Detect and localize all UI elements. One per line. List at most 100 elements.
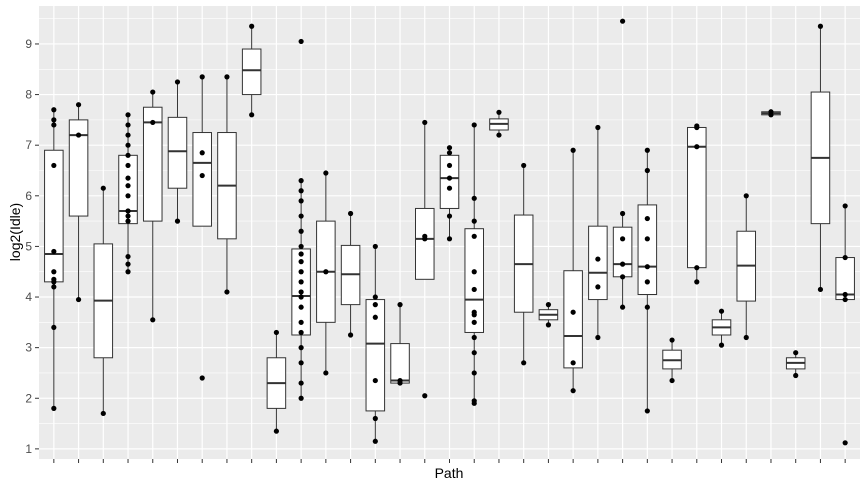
data-point — [595, 124, 601, 131]
data-point — [669, 377, 675, 384]
box-group — [612, 18, 633, 310]
data-point — [471, 269, 477, 275]
data-point — [471, 370, 477, 376]
data-point — [842, 440, 848, 446]
box-group — [785, 350, 806, 379]
data-point — [125, 208, 131, 214]
data-point — [125, 112, 131, 118]
data-point — [51, 117, 57, 123]
data-point — [817, 286, 824, 293]
data-point — [51, 405, 57, 411]
data-point — [620, 236, 626, 242]
data-point — [323, 170, 329, 176]
data-point — [446, 162, 453, 169]
data-point — [150, 119, 156, 126]
data-point — [125, 152, 131, 158]
box-group — [266, 329, 287, 434]
data-point — [620, 18, 626, 24]
box-rect — [167, 116, 188, 189]
data-point — [125, 175, 131, 181]
box-rect — [68, 119, 89, 217]
data-point — [150, 317, 156, 323]
data-point — [694, 265, 700, 271]
box-group — [761, 109, 781, 118]
data-point — [273, 428, 279, 434]
data-point — [298, 213, 304, 219]
box-group — [414, 119, 435, 399]
data-point — [372, 314, 378, 320]
data-point — [323, 269, 329, 275]
data-point — [347, 332, 354, 338]
box-group — [217, 74, 237, 295]
data-point — [75, 102, 82, 108]
y-tick-label: 3 — [25, 341, 32, 355]
data-point — [496, 109, 502, 115]
data-point — [199, 150, 205, 156]
data-point — [224, 74, 230, 80]
data-point — [446, 150, 453, 156]
data-point — [595, 334, 601, 341]
data-point — [298, 294, 304, 300]
data-point — [298, 345, 304, 351]
box-rect — [142, 106, 163, 222]
data-point — [125, 132, 131, 138]
data-point — [51, 269, 57, 275]
data-point — [644, 215, 650, 222]
data-point — [174, 79, 181, 85]
data-point — [224, 289, 230, 295]
data-point — [471, 233, 477, 239]
data-point — [372, 415, 378, 422]
data-point — [446, 185, 453, 191]
y-tick-label: 2 — [25, 391, 32, 405]
data-point — [298, 319, 304, 325]
data-point — [471, 350, 477, 356]
data-point — [842, 203, 848, 209]
box-group — [44, 107, 64, 411]
data-point — [249, 112, 255, 118]
data-point — [521, 360, 527, 366]
box-rect — [390, 343, 410, 384]
data-point — [471, 195, 477, 201]
data-point — [51, 107, 57, 113]
data-point — [793, 350, 799, 356]
data-point — [75, 132, 82, 138]
data-point — [51, 162, 57, 169]
data-point — [471, 309, 477, 315]
box-rect — [637, 204, 658, 296]
data-point — [793, 372, 799, 379]
data-point — [323, 370, 329, 376]
box-group — [192, 74, 212, 381]
data-point — [372, 302, 378, 308]
data-point — [298, 360, 304, 366]
data-point — [694, 279, 700, 285]
data-point — [298, 395, 304, 401]
data-point — [51, 248, 57, 255]
data-point — [644, 147, 650, 153]
data-point — [570, 388, 576, 394]
data-point — [471, 334, 477, 341]
data-point — [51, 276, 57, 282]
data-point — [298, 380, 304, 386]
box-group — [464, 122, 485, 406]
data-point — [718, 308, 725, 314]
data-point — [842, 291, 848, 298]
box-group — [513, 162, 534, 366]
boxes-layer — [44, 18, 855, 446]
data-point — [372, 294, 378, 300]
data-point — [298, 228, 304, 234]
data-point — [298, 38, 304, 45]
box-group — [390, 302, 410, 386]
box-group — [241, 23, 262, 118]
y-tick-label: 6 — [25, 189, 32, 203]
data-point — [75, 296, 82, 303]
data-point — [125, 142, 131, 148]
box-group — [835, 203, 855, 446]
data-point — [125, 183, 131, 189]
box-group — [142, 89, 163, 323]
data-point — [298, 188, 304, 194]
data-point — [273, 329, 279, 336]
data-point — [446, 145, 453, 151]
data-point — [125, 193, 131, 199]
box-group — [167, 79, 188, 224]
